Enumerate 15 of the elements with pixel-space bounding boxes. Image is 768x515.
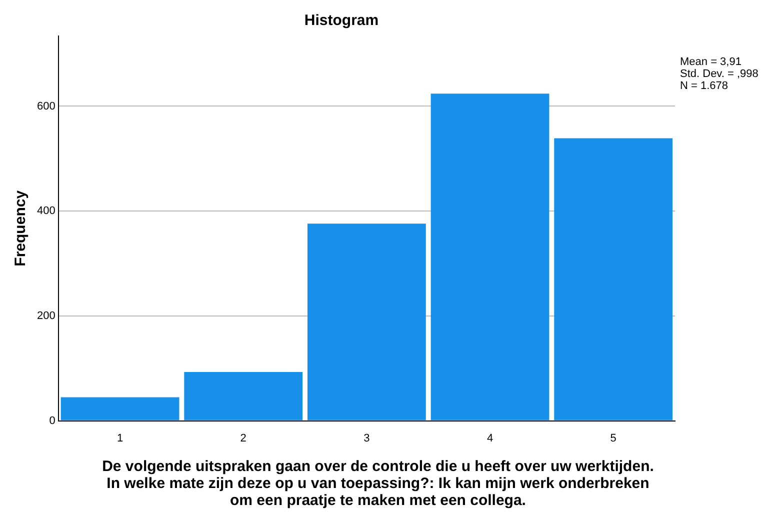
y-tick-label: 0 — [49, 414, 56, 427]
y-tick-label: 200 — [36, 310, 56, 322]
y-tick-label: 600 — [36, 100, 56, 112]
y-axis-title: Frequency — [12, 190, 30, 266]
x-tick-label: 5 — [610, 432, 616, 444]
x-tick-label: 3 — [364, 432, 370, 444]
text: Std. Dev. = ,998 — [680, 68, 758, 80]
x-tick-label: 4 — [486, 432, 494, 444]
text: N = 1.678 — [680, 80, 730, 92]
x-axis-title: De volgende uitspraken gaan over de controle die u heeft over uw werktijden. In welke mate zijn deze op u van toepassing?: Ik kan mijn werk onderbreken om een praatje te maken met een collega. — [101, 458, 655, 509]
x-tick-label: 1 — [116, 432, 124, 444]
text: Mean = 3,91 — [680, 56, 742, 68]
x-tick-label: 2 — [240, 432, 246, 444]
chart-title: Histogram — [304, 12, 379, 30]
y-tick-label: 400 — [36, 205, 56, 218]
